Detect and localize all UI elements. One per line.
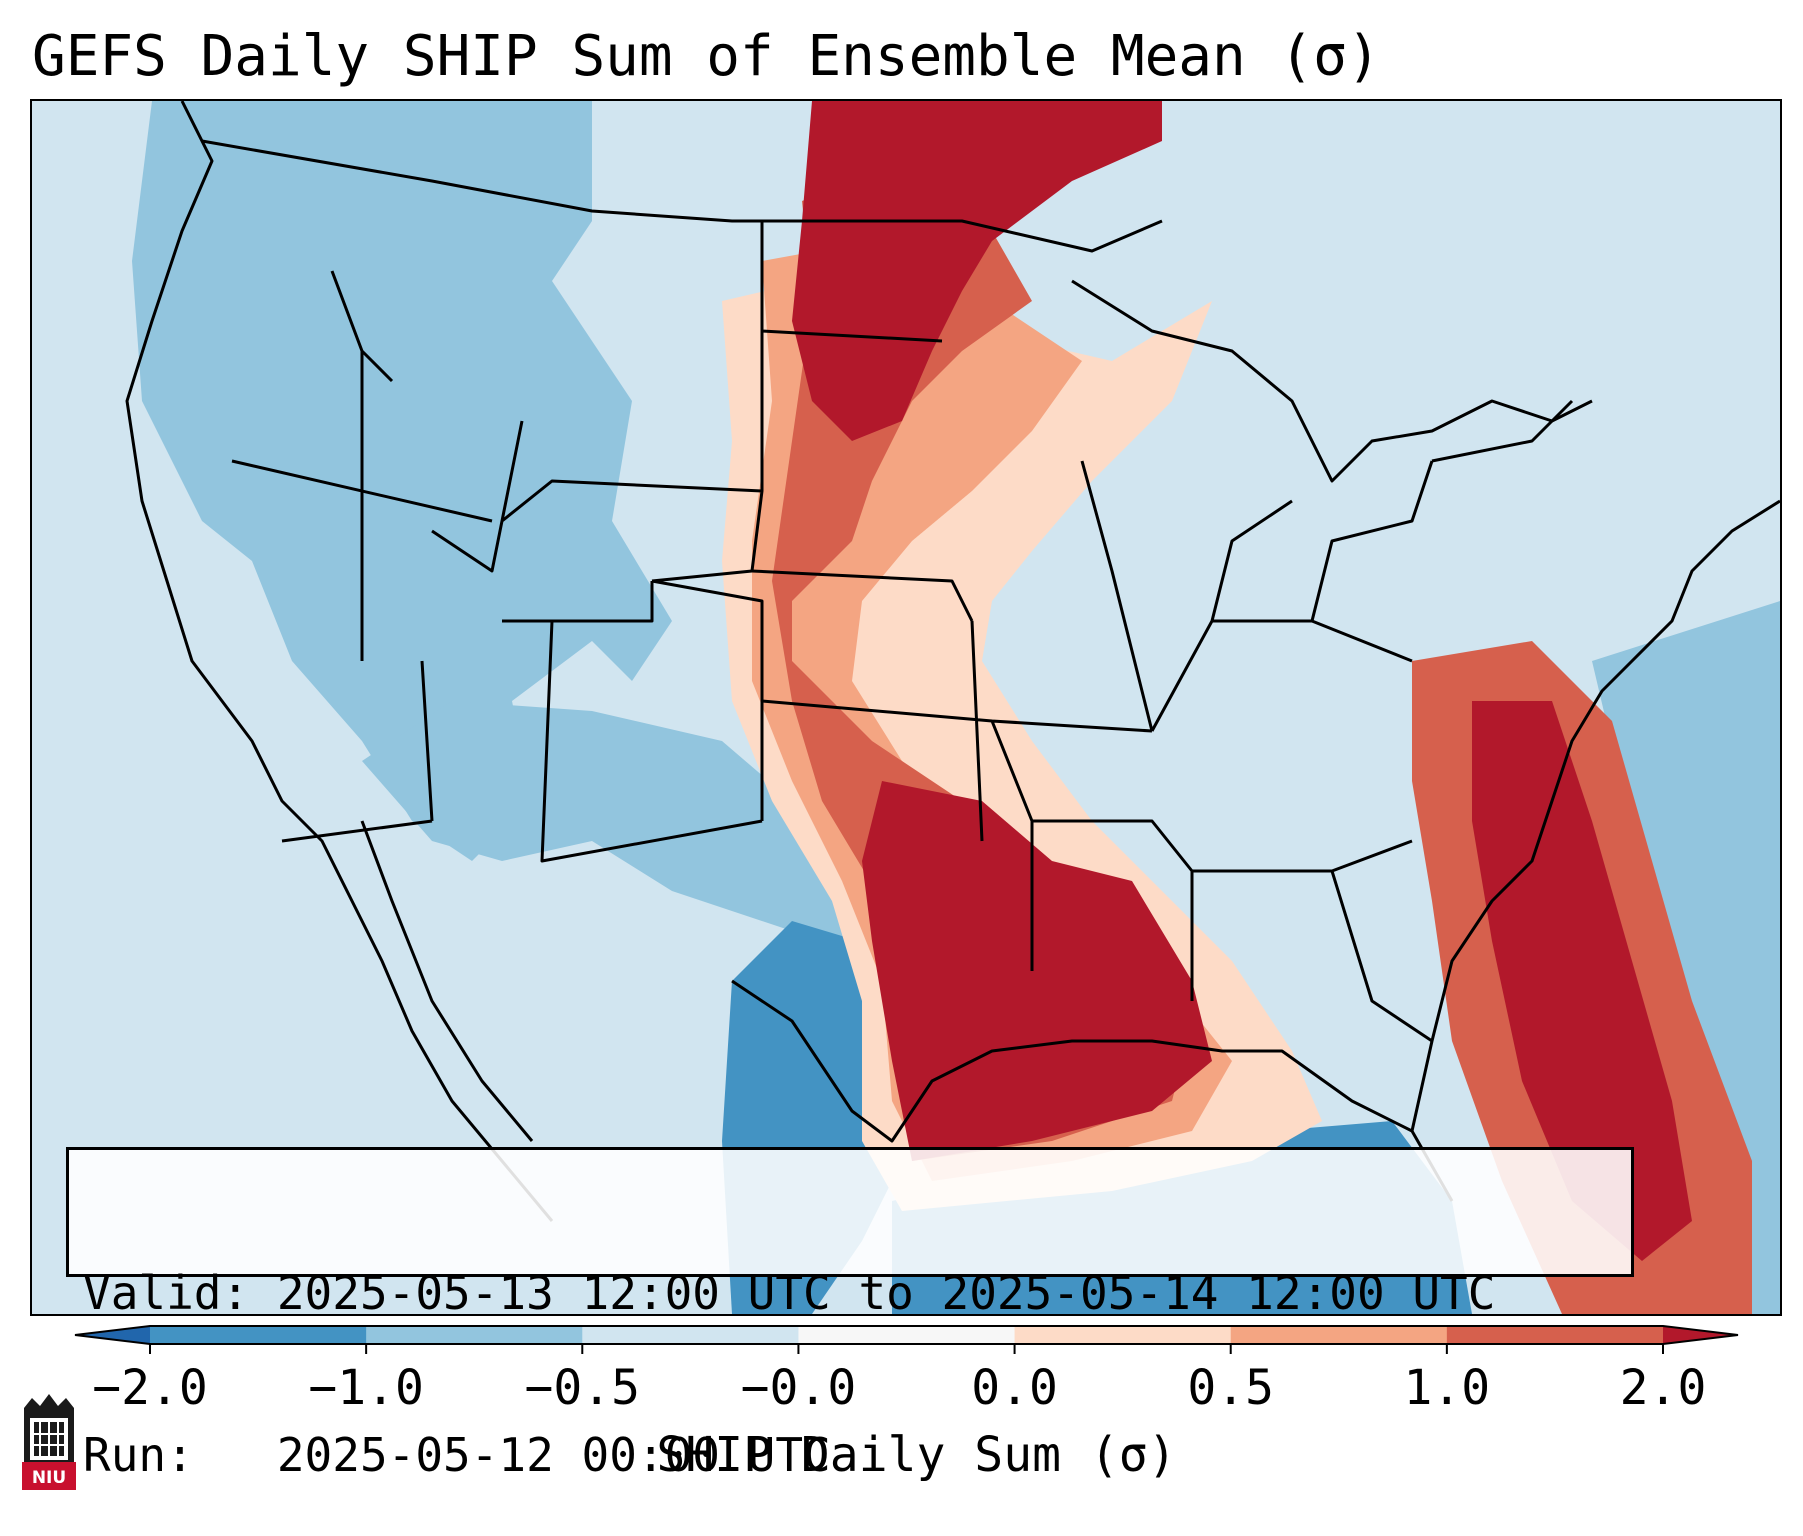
colorbar-tick-label: −0.5 <box>524 1360 641 1416</box>
colorbar-bin <box>1446 1326 1664 1344</box>
run-time-text: Run: 2025-05-12 00:00 UTC <box>83 1428 831 1482</box>
colorbar-under-triangle <box>75 1326 150 1344</box>
map-panel <box>30 99 1782 1316</box>
colorbar-tick-label: 0.5 <box>1187 1360 1275 1416</box>
colorbar-bin <box>150 1326 367 1344</box>
colorbar <box>74 1325 1739 1354</box>
map-title: GEFS Daily SHIP Sum of Ensemble Mean (σ) <box>32 24 1381 89</box>
map-canvas <box>32 101 1780 1314</box>
state-lines-east <box>1150 399 1574 1043</box>
colorbar-bin <box>582 1326 799 1344</box>
gulf-coastline <box>731 979 1454 1202</box>
colorbar-tick-label: −2.0 <box>92 1360 208 1416</box>
west-coastline <box>125 101 554 1222</box>
great-lakes-shore <box>1071 279 1593 483</box>
logo-text: NIU <box>32 1468 66 1488</box>
canada-us-border <box>201 139 1163 253</box>
colorbar-tick-label: −0.0 <box>740 1360 857 1416</box>
valid-time-text: Valid: 2025-05-13 12:00 UTC to 2025-05-1… <box>83 1266 1496 1320</box>
region-dakotas-core <box>792 101 1162 441</box>
region-atlantic-core <box>1472 701 1692 1261</box>
colorbar-tick-label: 2.0 <box>1619 1360 1707 1416</box>
colorbar-tick-labels: −2.0 −1.0 −0.5 −0.0 0.0 0.5 1.0 2.0 <box>0 1360 1803 1420</box>
colorbar-tick-label: −1.0 <box>308 1360 424 1416</box>
map-boundaries <box>125 101 1780 1222</box>
colorbar-outline <box>74 1325 1739 1345</box>
validity-info-box: Valid: 2025-05-13 12:00 UTC to 2025-05-1… <box>66 1147 1634 1482</box>
state-lines-central <box>751 221 1194 1001</box>
region-great-basin-low <box>362 701 932 951</box>
colorbar-bin <box>1230 1326 1448 1344</box>
baja-coastline <box>360 820 534 1142</box>
colorbar-bin <box>1014 1326 1232 1344</box>
region-southern-core <box>862 781 1212 1161</box>
colorbar-tick-label: 1.0 <box>1403 1360 1491 1416</box>
florida-coastline <box>1410 499 1780 1132</box>
colorbar-tick-label: 0.0 <box>971 1360 1058 1416</box>
colorbar-bin <box>798 1326 1016 1344</box>
colorbar-bin <box>366 1326 583 1344</box>
colorbar-over-triangle <box>1663 1326 1738 1344</box>
region-pacific-northwest-low <box>132 101 672 861</box>
colorbar-label: SHIP Daily Sum (σ) <box>656 1427 1177 1483</box>
niu-logo: NIU <box>22 1394 76 1490</box>
